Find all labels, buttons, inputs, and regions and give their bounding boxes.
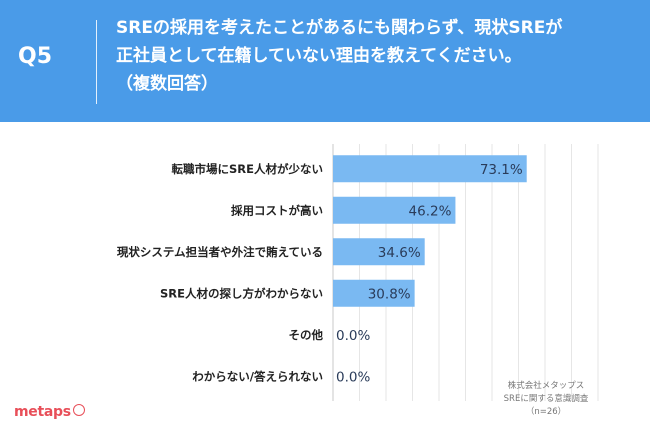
- question-line: SREの採用を考えたことがあるにも関わらず、現状SREが: [116, 18, 563, 38]
- logo-mark-icon: [72, 404, 85, 416]
- source-company: 株式会社メタップス: [507, 381, 585, 391]
- data-label: 34.6%: [378, 245, 421, 261]
- bar: [333, 279, 415, 307]
- bar: [333, 238, 425, 266]
- chart-canvas: 転職市場にSRE人材が少ない 73.1% 採用コストが高い 46.2% 現状システム担当…: [117, 144, 599, 401]
- category-label: 現状システム担当者や外注で賄えている: [117, 245, 323, 259]
- source-note: 株式会社メタップス SREに関する意識調査 （n=26）: [466, 380, 626, 419]
- source-sample-size: （n=26）: [525, 407, 567, 417]
- bar: [333, 196, 456, 224]
- data-label: 73.1%: [480, 162, 523, 178]
- data-label: 30.8%: [368, 286, 411, 302]
- bar: [333, 155, 527, 183]
- category-label: その他: [289, 328, 324, 342]
- bar-chart: 転職市場にSRE人材が少ない 73.1% 採用コストが高い 46.2% 現状システム担当…: [0, 122, 650, 402]
- category-label: SRE人材の探し方がわからない: [160, 286, 323, 300]
- question-line: （複数回答）: [116, 74, 218, 94]
- data-label: 0.0%: [336, 369, 370, 385]
- category-label: 転職市場にSRE人材が少ない: [172, 162, 324, 176]
- question-header: Q5 SREの採用を考えたことがあるにも関わらず、現状SREが 正社員として在籍…: [0, 0, 650, 122]
- data-label: 0.0%: [336, 328, 370, 344]
- question-number: Q5: [18, 44, 53, 69]
- category-label: わからない/答えられない: [192, 369, 323, 383]
- metaps-logo: metaps: [14, 404, 85, 420]
- question-text: SREの採用を考えたことがあるにも関わらず、現状SREが 正社員として在籍してい…: [116, 14, 641, 98]
- category-label: 採用コストが高い: [231, 203, 323, 217]
- logo-text: metaps: [14, 404, 71, 420]
- data-label: 46.2%: [409, 203, 452, 219]
- header-divider: [96, 20, 97, 104]
- source-survey: SREに関する意識調査: [503, 394, 589, 404]
- question-line: 正社員として在籍していない理由を教えてください。: [116, 46, 522, 66]
